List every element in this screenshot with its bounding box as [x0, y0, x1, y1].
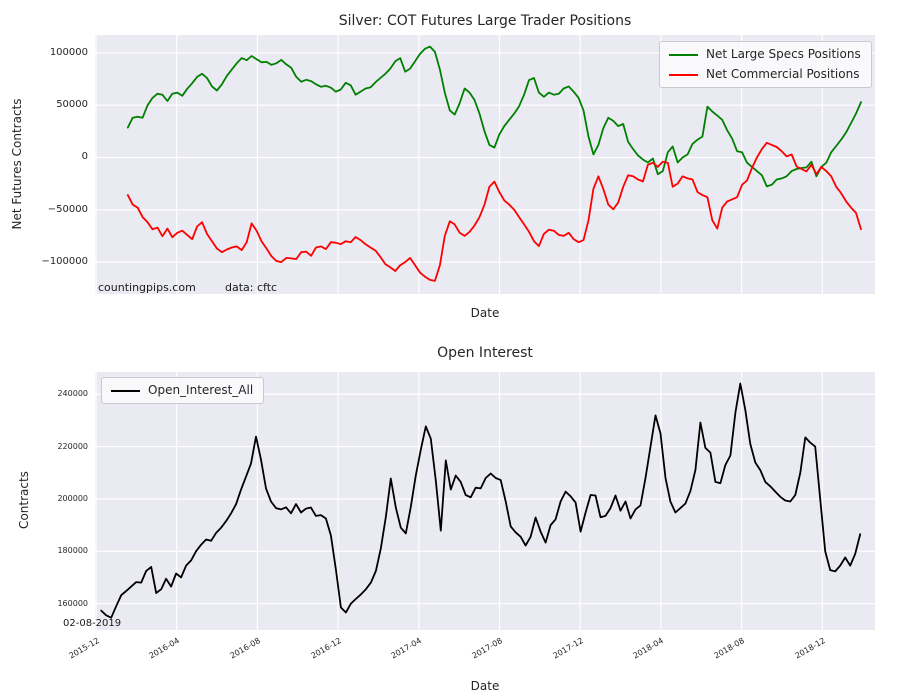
x-tick-label: 2017-04 [389, 636, 424, 661]
y-tick-label: 240000 [57, 389, 88, 399]
bottom-chart-title: Open Interest [437, 345, 533, 361]
series-line-open-interest-all [100, 382, 862, 619]
x-tick-label: 2016-12 [309, 636, 343, 661]
legend-item: Open_Interest_All [111, 383, 254, 397]
x-tick-label: 2016-08 [228, 636, 262, 661]
y-tick-label: 180000 [57, 546, 88, 556]
top-chart-title: Silver: COT Futures Large Trader Positio… [338, 13, 632, 29]
x-tick-label: 2018-08 [712, 636, 747, 661]
y-tick-label: −50000 [47, 203, 88, 215]
red-line-swatch [669, 73, 698, 76]
x-tick-label: 2018-04 [631, 636, 666, 661]
y-tick-label: 160000 [57, 598, 88, 608]
watermark-text: countingpips.com [98, 281, 196, 294]
series-line-net-commercial-positions [126, 141, 862, 282]
legend-label: Net Commercial Positions [706, 67, 860, 82]
y-tick-label: 0 [81, 151, 88, 163]
legend-label: Open_Interest_All [148, 383, 254, 397]
y-tick-label: −100000 [41, 255, 88, 267]
x-tick-label: 2017-08 [470, 636, 504, 661]
report-date-annotation: 02-08-2019 [63, 618, 122, 629]
top-y-axis-label: Net Futures Contracts [10, 98, 24, 230]
black-line-swatch [111, 389, 140, 392]
green-line-swatch [669, 53, 698, 56]
data-source-text: data: cftc [225, 281, 278, 294]
bottom-plot-area [95, 372, 875, 630]
bottom-y-axis-label: Contracts [17, 471, 31, 529]
top-x-axis-label: Date [470, 306, 500, 320]
series-line-net-large-specs-positions [126, 45, 862, 188]
y-tick-label: 100000 [49, 46, 88, 58]
legend-item: Net Commercial Positions [669, 67, 861, 82]
x-tick-label: 2018-12 [793, 636, 827, 661]
x-tick-label: 2016-04 [147, 636, 182, 661]
x-tick-label: 2017-12 [551, 636, 585, 661]
x-tick-label: 2015-12 [67, 636, 101, 661]
bottom-x-axis-label: Date [470, 679, 500, 693]
top-legend: Net Large Specs Positions Net Commercial… [659, 41, 872, 89]
y-tick-label: 200000 [57, 493, 88, 503]
y-tick-label: 220000 [57, 441, 88, 451]
y-tick-label: 50000 [56, 98, 88, 110]
bottom-legend: Open_Interest_All [101, 377, 265, 405]
legend-label: Net Large Specs Positions [706, 47, 861, 61]
legend-item: Net Large Specs Positions [669, 47, 861, 61]
